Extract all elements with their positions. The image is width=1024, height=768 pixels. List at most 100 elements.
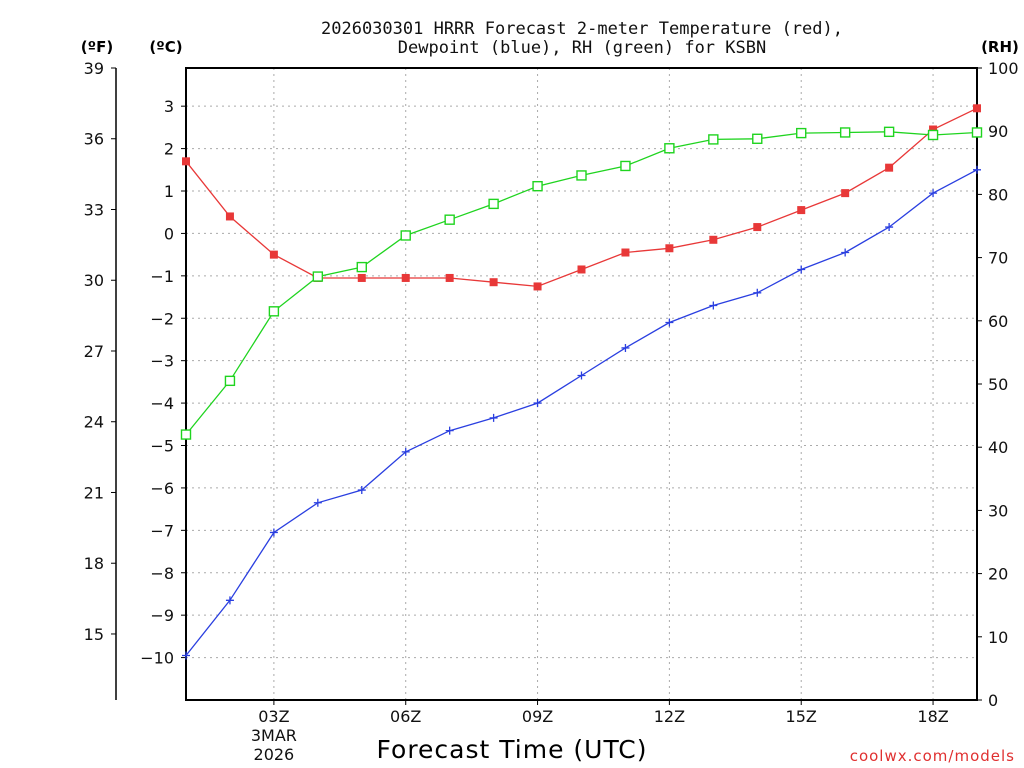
celsius-tick-label: −4 — [150, 394, 174, 413]
dewpoint-point — [797, 265, 806, 274]
dewpoint-point — [709, 301, 718, 310]
celsius-tick-label: −5 — [150, 437, 174, 456]
temperature-point — [973, 104, 981, 113]
rh-point — [356, 261, 367, 273]
rh-point — [927, 129, 939, 141]
dewpoint-point — [357, 486, 366, 495]
dewpoint-point — [973, 165, 981, 174]
temperature-point — [577, 265, 586, 274]
rh-point — [971, 127, 983, 138]
chart-title-line1: 2026030301 HRRR Forecast 2-meter Tempera… — [321, 19, 843, 39]
dewpoint-point — [665, 318, 674, 327]
dewpoint-point — [489, 413, 498, 422]
temperature-point — [665, 244, 674, 253]
rh-point — [796, 127, 807, 139]
grid-layer — [186, 68, 977, 700]
time-tick-label: 03Z — [258, 707, 289, 726]
celsius-tick-label: −8 — [150, 564, 174, 583]
rh-point — [488, 198, 499, 210]
celsius-tick-label: 0 — [164, 224, 174, 243]
axis-layer: 3210−1−2−3−4−5−6−7−8−9−10393633302724211… — [84, 59, 1019, 710]
series-layer — [180, 104, 983, 660]
celsius-tick-label: 3 — [164, 97, 174, 116]
rh-tick-label: 60 — [988, 312, 1008, 331]
rh-point — [620, 160, 631, 172]
dewpoint-point — [445, 426, 454, 435]
celsius-tick-label: −9 — [150, 606, 174, 625]
fahrenheit-tick-label: 39 — [84, 59, 104, 78]
fahrenheit-tick-label: 24 — [84, 413, 104, 432]
dewpoint-point — [841, 248, 850, 257]
rh-point — [708, 134, 719, 145]
dewpoint-point — [269, 528, 278, 537]
rh-point — [312, 271, 324, 282]
celsius-tick-label: −2 — [150, 309, 174, 328]
temperature-point — [182, 157, 190, 166]
temperature-point — [269, 250, 278, 259]
rh-point — [400, 230, 411, 241]
temperature-point — [797, 206, 806, 215]
rh-tick-label: 40 — [988, 438, 1008, 457]
dewpoint-point — [753, 288, 762, 297]
temperature-point — [533, 282, 542, 291]
rh-point — [576, 170, 587, 181]
dewpoint-point — [929, 189, 938, 198]
dewpoint-point — [621, 343, 630, 352]
dewpoint-point — [401, 447, 410, 456]
dewpoint-point — [885, 223, 894, 232]
temperature-point — [621, 248, 630, 257]
temperature-point — [225, 212, 234, 221]
temperature-point — [445, 273, 454, 282]
fahrenheit-tick-label: 21 — [84, 483, 104, 502]
temperature-point — [357, 273, 366, 282]
dewpoint-point — [182, 651, 190, 660]
rh-point — [532, 180, 543, 192]
chart-title-line2: Dewpoint (blue), RH (green) for KSBN — [398, 38, 766, 58]
celsius-tick-label: −10 — [140, 649, 174, 668]
plot-frame — [185, 67, 978, 701]
temperature-point — [841, 189, 850, 198]
celsius-axis-label: (ºC) — [149, 38, 182, 56]
rh-tick-label: 90 — [988, 122, 1008, 141]
rh-point — [224, 375, 236, 387]
fahrenheit-tick-label: 30 — [84, 271, 104, 290]
rh-point — [883, 126, 895, 138]
rh-point — [268, 306, 280, 317]
fahrenheit-axis-label: (ºF) — [81, 38, 113, 56]
rh-tick-label: 10 — [988, 628, 1008, 647]
temperature-point — [885, 163, 894, 172]
rh-point — [664, 143, 675, 154]
rh-tick-label: 80 — [988, 185, 1008, 204]
fahrenheit-tick-label: 33 — [84, 200, 104, 219]
celsius-tick-label: 1 — [164, 182, 174, 201]
temperature-point — [401, 273, 410, 282]
rh-tick-label: 0 — [988, 691, 998, 710]
dewpoint-line — [185, 169, 978, 656]
fahrenheit-tick-label: 15 — [84, 625, 104, 644]
dewpoint-point — [577, 371, 586, 380]
dewpoint-point — [225, 596, 234, 605]
rh-tick-label: 70 — [988, 249, 1008, 268]
rh-point — [752, 133, 763, 144]
celsius-tick-label: −7 — [150, 521, 174, 540]
celsius-tick-label: −3 — [150, 352, 174, 371]
temperature-line — [185, 107, 978, 288]
rh-point — [444, 214, 455, 225]
celsius-tick-label: −1 — [150, 267, 174, 286]
rh-point — [180, 429, 192, 440]
fahrenheit-tick-label: 27 — [84, 342, 104, 361]
time-tick-label: 09Z — [522, 707, 553, 726]
rh-tick-label: 30 — [988, 501, 1008, 520]
dewpoint-point — [533, 399, 542, 408]
time-tick-label: 15Z — [786, 707, 817, 726]
celsius-tick-label: 2 — [164, 140, 174, 159]
credit-text: coolwx.com/models — [850, 747, 1015, 765]
time-tick-label: 18Z — [917, 707, 948, 726]
time-date-label: 3MAR — [251, 726, 297, 745]
time-tick-label: 12Z — [654, 707, 685, 726]
rh-tick-label: 50 — [988, 375, 1008, 394]
temperature-point — [709, 235, 718, 244]
dewpoint-point — [313, 498, 322, 507]
